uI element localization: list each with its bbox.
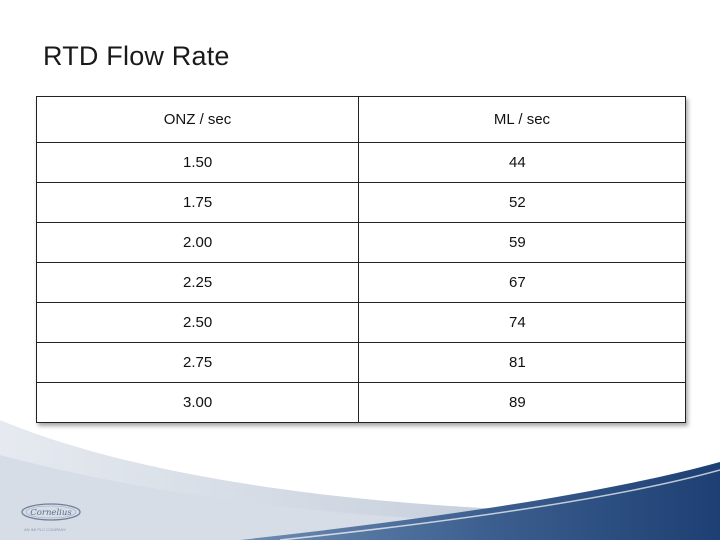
table-row: 2.25 67 bbox=[36, 262, 686, 303]
logo-subtext: AN IMI PLC COMPANY bbox=[24, 527, 67, 532]
table-cell-ml: 52 bbox=[358, 182, 686, 223]
table-header-row: ONZ / sec ML / sec bbox=[36, 96, 686, 143]
column-header-onz: ONZ / sec bbox=[36, 96, 359, 143]
table-row: 3.00 89 bbox=[36, 382, 686, 423]
swoosh-dark-band bbox=[240, 462, 720, 540]
table-cell-onz: 1.75 bbox=[36, 182, 359, 223]
table-cell-ml: 81 bbox=[358, 342, 686, 383]
swoosh-mid-band bbox=[0, 455, 720, 540]
table-cell-ml: 59 bbox=[358, 222, 686, 263]
table-cell-ml: 67 bbox=[358, 262, 686, 303]
table-cell-onz: 1.50 bbox=[36, 142, 359, 183]
footer-swoosh-decoration bbox=[0, 420, 720, 540]
table-cell-ml: 89 bbox=[358, 382, 686, 423]
table-cell-onz: 2.00 bbox=[36, 222, 359, 263]
table-cell-ml: 74 bbox=[358, 302, 686, 343]
table-cell-onz: 2.75 bbox=[36, 342, 359, 383]
svg-text:Cornelius: Cornelius bbox=[30, 508, 72, 518]
table-row: 1.50 44 bbox=[36, 142, 686, 183]
cornelius-logo-icon: Cornelius bbox=[21, 503, 81, 521]
table-row: 2.50 74 bbox=[36, 302, 686, 343]
swoosh-highlight-line bbox=[279, 469, 720, 540]
cornelius-logo: Cornelius AN IMI PLC COMPANY bbox=[20, 500, 82, 538]
flow-rate-table: ONZ / sec ML / sec 1.50 44 1.75 52 2.00 … bbox=[36, 96, 686, 423]
slide-title: RTD Flow Rate bbox=[43, 41, 230, 71]
table-cell-onz: 3.00 bbox=[36, 382, 359, 423]
table-cell-onz: 2.50 bbox=[36, 302, 359, 343]
table-row: 1.75 52 bbox=[36, 182, 686, 223]
column-header-ml: ML / sec bbox=[358, 96, 686, 143]
table-cell-onz: 2.25 bbox=[36, 262, 359, 303]
table-cell-ml: 44 bbox=[358, 142, 686, 183]
table-row: 2.75 81 bbox=[36, 342, 686, 383]
table-row: 2.00 59 bbox=[36, 222, 686, 263]
